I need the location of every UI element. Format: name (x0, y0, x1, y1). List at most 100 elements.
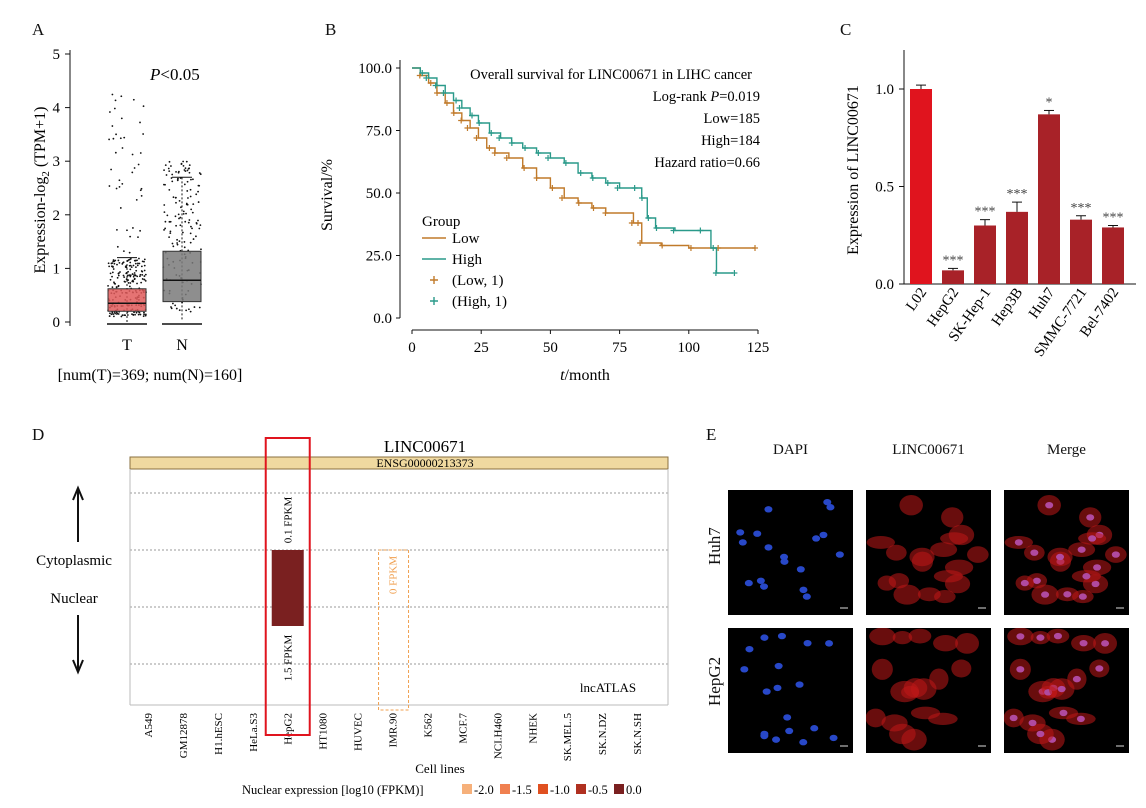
nucleus (1009, 714, 1018, 722)
nucleus (829, 734, 838, 742)
y-tick-label: 75.0 (366, 124, 392, 140)
image-huh7-dapi (728, 490, 853, 615)
data-point (186, 180, 189, 183)
y-axis-label: Expression of LINC00671 (845, 85, 862, 255)
censor-mark (521, 165, 528, 171)
nucleus (1101, 640, 1110, 647)
data-point (190, 178, 192, 181)
data-point (143, 258, 146, 261)
data-point (188, 219, 191, 221)
x-tick-label: 125 (747, 340, 770, 356)
data-point (143, 264, 146, 267)
data-point (187, 197, 189, 199)
data-point (107, 262, 110, 265)
data-point (129, 264, 132, 267)
data-point (131, 171, 134, 174)
data-point (165, 174, 168, 176)
nucleus (1041, 591, 1050, 598)
nucleus (802, 593, 811, 600)
data-point (137, 313, 140, 316)
nucleus (756, 577, 765, 584)
data-point (193, 306, 196, 308)
data-point (117, 285, 120, 288)
x-tick-label: Huh7 (1026, 285, 1059, 322)
data-point (120, 117, 123, 120)
data-point (112, 137, 115, 140)
data-point (123, 136, 126, 139)
nucleus (1111, 551, 1120, 558)
cell-line-label: HeLa.S3 (248, 713, 260, 752)
data-point (118, 185, 121, 188)
nucleus (780, 558, 789, 565)
data-point (170, 307, 173, 310)
x-tick-label: N (176, 337, 188, 354)
censor-mark (687, 245, 694, 251)
data-point (109, 272, 112, 275)
data-point (141, 270, 144, 273)
y-tick-label: 0.0 (875, 277, 894, 293)
data-point (120, 95, 123, 98)
data-point (183, 241, 186, 243)
cell-line-label: HT1080 (318, 713, 330, 750)
bar-label-cytoplasmic: 0.1 FPKM (283, 497, 295, 544)
cytoplasm-signal (866, 708, 886, 728)
data-point (182, 231, 184, 234)
nucleus (772, 736, 781, 743)
bar-hepg2 (271, 550, 304, 626)
data-point (166, 214, 169, 217)
data-point (139, 121, 141, 124)
nucleus (760, 583, 769, 590)
data-point (133, 272, 136, 274)
data-point (139, 152, 142, 154)
data-point (176, 243, 179, 246)
data-point (182, 164, 185, 167)
legend-label: -1.0 (550, 783, 570, 797)
cell-line-label: H1.hESC (213, 713, 225, 755)
y-tick-label: 100.0 (358, 61, 392, 77)
censor-mark (635, 220, 642, 226)
bar-label-nuclear: 1.5 FPKM (283, 635, 295, 682)
y-tick-label: 1.0 (875, 82, 894, 98)
data-point (119, 137, 122, 140)
data-point (190, 208, 193, 211)
data-point (133, 167, 136, 169)
data-point (185, 309, 188, 312)
data-point (184, 167, 187, 170)
data-point (126, 314, 129, 316)
data-point (118, 261, 121, 264)
data-point (169, 230, 172, 233)
box-N (162, 250, 202, 303)
nucleus (780, 553, 789, 561)
data-point (189, 195, 192, 198)
censor-mark (710, 245, 717, 251)
watermark: lncATLAS (580, 680, 636, 695)
legend-marker (430, 297, 438, 305)
image-hepg2-dapi (728, 628, 853, 753)
data-point (114, 259, 117, 262)
data-point (110, 313, 113, 316)
data-point (115, 187, 118, 190)
data-point (137, 236, 139, 239)
nucleus (785, 727, 794, 735)
stat-line: High=184 (701, 133, 761, 149)
data-point (117, 259, 120, 262)
data-point (144, 313, 147, 316)
bar-HepG2 (942, 270, 964, 284)
nucleus (1077, 546, 1086, 553)
y-axis-label: Expression-log2 (TPM+1) (32, 107, 52, 274)
data-point (183, 169, 186, 171)
data-point (176, 238, 178, 241)
censor-mark (456, 105, 463, 111)
cytoplasmic-label: Cytoplasmic (36, 553, 112, 569)
data-point (113, 281, 115, 284)
data-point (112, 268, 115, 270)
data-point (122, 261, 124, 264)
bar-imr90 (378, 549, 410, 711)
legend-swatch (538, 784, 548, 794)
row-label-huh7: Huh7 (705, 527, 724, 565)
data-point (134, 262, 137, 265)
nucleus (1045, 501, 1054, 509)
data-point (108, 315, 111, 317)
y-tick-label: 0.0 (373, 311, 392, 327)
